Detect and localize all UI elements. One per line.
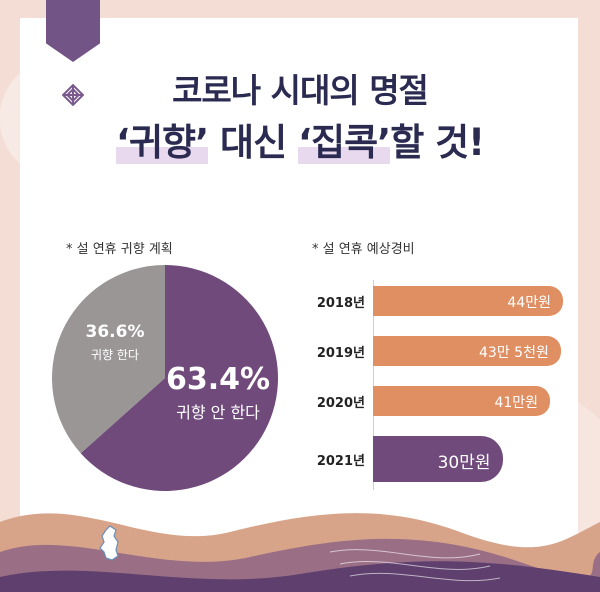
korea-map-icon [99, 525, 119, 561]
title-highlight-2: ‘집콕’ [298, 121, 391, 164]
pie-value-gray: 36.6% [85, 322, 145, 342]
bar [373, 336, 561, 366]
pie-value-purple: 63.4% [165, 362, 271, 397]
bar-category-label: 2018년 [316, 296, 365, 311]
bar [373, 436, 503, 482]
title-highlight-1: ‘귀향’ [115, 121, 209, 164]
pie-category-purple: 귀향 안 한다 [176, 403, 260, 422]
bar-category-label: 2019년 [316, 346, 365, 361]
bar [373, 286, 563, 316]
bar-value-label: 41만원 [494, 395, 539, 411]
title-middle: 대신 [208, 121, 298, 164]
bar-subtitle: * 설 연휴 예상경비 [312, 242, 415, 257]
bar-value-label: 43만 5천원 [479, 345, 549, 361]
bar [373, 386, 551, 416]
pie-slice-gray [51, 265, 165, 454]
knot-icon [62, 84, 84, 106]
pie-label-purple: 63.4% 귀향 안 한다 [158, 362, 278, 423]
bottom-waves [0, 513, 600, 592]
bar-value-label: 30만원 [437, 453, 491, 473]
bar-axis-line [373, 280, 374, 490]
title-end: 할 것! [390, 121, 485, 164]
bar-category-label: 2020년 [316, 396, 365, 411]
pie-category-gray: 귀향 한다 [91, 348, 139, 362]
bar-category-label: 2021년 [316, 454, 365, 469]
pie-slice-purple [80, 265, 278, 492]
bar-value-label: 44만원 [507, 295, 551, 311]
pie-label-gray: 36.6% 귀향 한다 [70, 322, 160, 363]
title-line-1: 코로나 시대의 명절 [172, 71, 429, 110]
title-line-2: ‘귀향’ 대신 ‘집콕’할 것! [0, 112, 600, 166]
pie-subtitle: * 설 연휴 귀향 계획 [66, 242, 173, 257]
